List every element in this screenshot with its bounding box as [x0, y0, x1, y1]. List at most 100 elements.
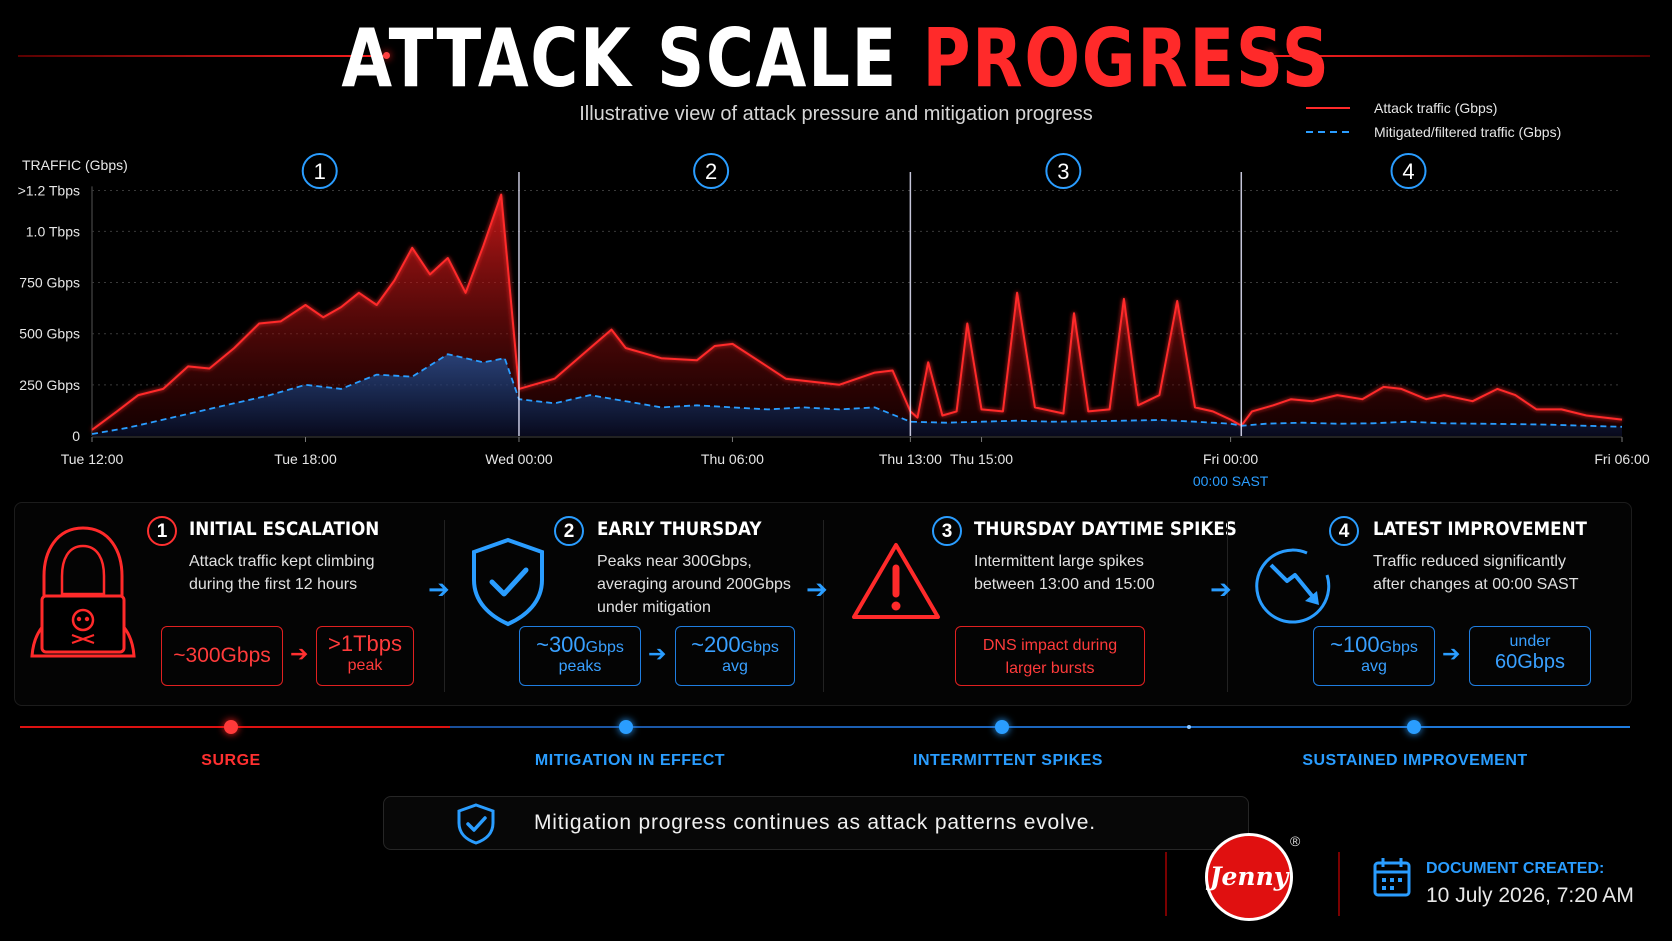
x-tick-label: Thu 13:00 — [879, 451, 942, 467]
mitigated-line — [91, 353, 1623, 435]
phase-marker-label: 4 — [1402, 159, 1414, 184]
shield-check-icon — [472, 537, 544, 627]
card-1-value-box: ~300Gbps — [161, 626, 283, 686]
card-2-avg-label: avg — [722, 658, 748, 675]
title-part-1: ATTACK SCALE — [341, 12, 898, 105]
card-1-peak-label: peak — [347, 657, 383, 674]
timeline-dot-small — [1187, 725, 1191, 729]
phase-marker-label: 2 — [705, 159, 717, 184]
timeline-dot-improvement — [1407, 720, 1421, 734]
card-4-title: LATEST IMPROVEMENT — [1373, 518, 1587, 540]
card-4-text-line-2: after changes at 00:00 SAST — [1373, 576, 1579, 593]
timeline-label-mitigation: MITIGATION IN EFFECT — [534, 752, 726, 769]
warning-icon — [852, 543, 940, 619]
divider-2 — [823, 520, 824, 692]
phase-marker-circle — [1045, 153, 1082, 189]
banner-shield-icon — [457, 803, 495, 845]
legend-attack: Attack traffic (Gbps) — [1306, 100, 1497, 116]
card-2-peaks-unit: Gbps — [585, 639, 624, 656]
divider-3 — [1227, 520, 1228, 692]
card-4-avg-unit: Gbps — [1379, 639, 1418, 656]
timeline-dot-spikes — [995, 720, 1009, 734]
card-4-number: 4 — [1329, 516, 1359, 546]
x-tick-label: Fri 06:00 — [1594, 451, 1649, 467]
y-tick-label: 0 — [72, 428, 80, 444]
card-1-text-line-1: Attack traffic kept climbing — [189, 553, 375, 570]
legend-mitigated-swatch — [1306, 131, 1350, 133]
card-2-peaks-value: ~300 — [536, 632, 586, 657]
card-2-title: EARLY THURSDAY — [597, 518, 762, 540]
y-tick-label: >1.2 Tbps — [18, 182, 80, 198]
y-tick-label: 750 Gbps — [19, 275, 80, 291]
card-4-avg-label: avg — [1361, 658, 1387, 675]
card-4-text-line-1: Traffic reduced significantly — [1373, 553, 1566, 570]
card-2-text: Peaks near 300Gbps, averaging around 200… — [597, 550, 791, 619]
card-4-target-line-1: under — [1509, 633, 1551, 650]
card-4-target-unit: Gbps — [1517, 651, 1566, 673]
legend-mitigated: Mitigated/filtered traffic (Gbps) — [1306, 124, 1561, 140]
timeline-label-improvement: SUSTAINED IMPROVEMENT — [1302, 752, 1528, 769]
phase-marker-label: 3 — [1057, 159, 1069, 184]
header-dot-right — [1267, 52, 1274, 59]
flow-arrow-icon-2: ➔ — [806, 574, 828, 604]
card-3-dns-line-2: larger bursts — [1005, 660, 1095, 677]
card-1-value: ~300Gbps — [173, 644, 271, 667]
y-tick-label: 1.0 Tbps — [26, 223, 80, 239]
legend-mitigated-label: Mitigated/filtered traffic (Gbps) — [1374, 124, 1562, 140]
x-tick-label: Fri 00:00 — [1203, 451, 1258, 467]
card-1-arrow-icon: ➔ — [290, 641, 309, 666]
card-3-dns-box: DNS impact during larger bursts — [955, 626, 1145, 686]
document-created-label: DOCUMENT CREATED: — [1426, 860, 1605, 877]
phase-marker-circle — [1390, 153, 1427, 189]
card-4-avg-value: ~100 — [1330, 632, 1380, 657]
card-2-avg-unit: Gbps — [740, 639, 779, 656]
header-line-right — [1270, 55, 1650, 57]
mitigated-area — [92, 354, 1622, 436]
calendar-icon — [1373, 858, 1411, 897]
timeline-label-surge: SURGE — [201, 752, 261, 769]
card-2-text-line-1: Peaks near 300Gbps, — [597, 553, 752, 570]
phase-marker-circle — [301, 153, 338, 189]
document-created-date: 10 July 2026, 7:20 AM — [1426, 884, 1634, 907]
card-1-text: Attack traffic kept climbing during the … — [189, 550, 375, 596]
phase-marker-label: 1 — [314, 159, 326, 184]
legend-attack-swatch — [1306, 107, 1350, 109]
card-2-text-line-2: averaging around 200Gbps — [597, 576, 791, 593]
page-title: ATTACK SCALE PROGRESS — [150, 14, 1521, 104]
card-3-title: THURSDAY DAYTIME SPIKES — [974, 518, 1237, 540]
card-2-avg-value: ~200 — [691, 632, 741, 657]
brand-registered-mark: ® — [1290, 833, 1301, 849]
timeline-line-blue — [450, 726, 1630, 728]
flow-arrow-icon-3: ➔ — [1210, 574, 1232, 604]
card-4-target-box: under 60Gbps — [1469, 626, 1591, 686]
card-1-text-line-2: during the first 12 hours — [189, 576, 358, 593]
card-3-text-line-1: Intermittent large spikes — [974, 553, 1144, 570]
card-1-peak-value: >1Tbps — [328, 631, 402, 656]
banner-text: Mitigation progress continues as attack … — [534, 811, 1096, 834]
brand-divider-left — [1165, 852, 1167, 916]
card-3-number: 3 — [932, 516, 962, 546]
card-2-arrow-icon: ➔ — [648, 641, 667, 666]
x-tick-label: Tue 18:00 — [274, 451, 337, 467]
trend-down-icon — [1255, 548, 1331, 624]
x-tick-label: Thu 06:00 — [701, 451, 764, 467]
timeline-dot-mitigation — [619, 720, 633, 734]
phase-marker-circle — [693, 153, 730, 189]
x-annotation-sast: 00:00 SAST — [1193, 473, 1269, 489]
card-2-text-line-3: under mitigation — [597, 599, 711, 616]
legend-attack-label: Attack traffic (Gbps) — [1374, 100, 1498, 116]
brand-divider-right — [1338, 852, 1340, 916]
card-4-target-value: 60 — [1494, 651, 1518, 673]
x-tick-label: Tue 12:00 — [61, 451, 124, 467]
card-2-peaks-label: peaks — [558, 658, 602, 675]
x-tick-label: Wed 00:00 — [485, 451, 553, 467]
card-1-number: 1 — [147, 516, 177, 546]
y-tick-label: 500 Gbps — [19, 326, 80, 342]
card-3-text-line-2: between 13:00 and 15:00 — [974, 576, 1155, 593]
traffic-chart: TRAFFIC (Gbps) 0 250 Gbps 500 Gbps 750 Gbps… — [18, 153, 1650, 489]
page-subtitle: Illustrative view of attack pressure and… — [579, 103, 1093, 125]
header-dot-left — [383, 52, 390, 59]
y-tick-label: 250 Gbps — [19, 377, 80, 393]
card-4-text: Traffic reduced significantly after chan… — [1373, 550, 1578, 596]
status-banner: Mitigation progress continues as attack … — [383, 796, 1249, 850]
